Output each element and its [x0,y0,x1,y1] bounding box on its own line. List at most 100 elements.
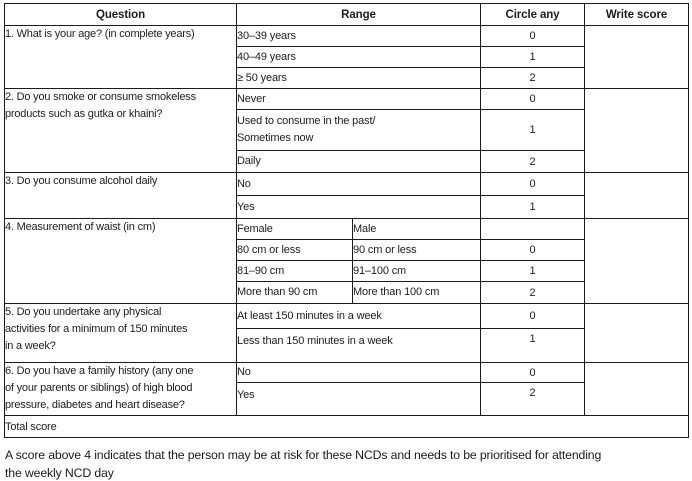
range-text: 81–90 cm [237,264,285,277]
range-text: No [237,366,251,378]
range-text: 40–49 years [237,50,296,63]
circle-any-value: 2 [480,150,585,173]
range-cell: Yes [236,382,481,416]
range-text: Yes [237,389,255,401]
range-cell: At least 150 minutes in a week [236,303,481,329]
circle-any-value: 1 [480,260,585,282]
table-row: Yes 2 [5,382,689,416]
range-cell-female: 80 cm or less [236,239,353,261]
circle-any-value: 0 [480,88,585,110]
write-score-cell [584,218,689,304]
range-cell-male: 91–100 cm [352,260,481,282]
range-cell-male: Male [352,218,481,240]
question-text: products such as gutka or khaini? [5,108,163,120]
table-row: 81–90 cm 91–100 cm 1 [5,260,689,282]
table-row: Less than 150 minutes in a week 1 [5,328,689,363]
table-row: 6. Do you have a family history (any one… [4,362,689,416]
write-score-cell [584,25,689,89]
range-text: 80 cm or less [237,243,301,256]
question-cell-alcohol: 3. Do you consume alcohol daily [4,172,237,219]
question-text: pressure, diabetes and heart disease? [5,399,185,411]
range-cell-female: 81–90 cm [236,260,353,282]
range-cell: 30–39 years [236,25,481,47]
circle-any-value: 1 [480,195,585,219]
question-text: 6. Do you have a family history (any one [5,365,194,377]
table-row: 2. Do you smoke or consume smokeless pro… [4,88,689,173]
circle-any-value: 0 [480,172,585,196]
circle-any-value: 0 [480,25,585,47]
table-header-row: Question Range Circle any Write score [4,3,689,26]
range-text: More than 90 cm [237,286,318,298]
range-cell: Less than 150 minutes in a week [236,328,481,363]
range-cell: No [236,172,481,196]
range-text: Less than 150 minutes in a week [237,335,393,347]
question-text: 3. Do you consume alcohol daily [5,175,158,187]
range-text: Female [237,222,273,235]
range-cell: Never [236,88,481,110]
circle-any-value: 1 [480,109,585,151]
header-circle-any: Circle any [480,3,585,26]
table-row: Yes 1 [5,195,689,219]
range-cell: ≥ 50 years [236,67,481,89]
write-score-cell [584,362,689,416]
question-cell-family-history: 6. Do you have a family history (any one… [4,362,237,416]
circle-any-value: 2 [480,67,585,89]
question-text: 4. Measurement of waist (in cm) [5,221,156,233]
range-cell-male: More than 100 cm [352,281,481,304]
circle-any-value: 0 [480,239,585,261]
range-text: Yes [237,200,255,213]
range-text: ≥ 50 years [237,71,287,84]
range-text: Sometimes now [237,132,314,144]
circle-any-value: 2 [480,281,585,304]
question-cell-waist: 4. Measurement of waist (in cm) [4,218,237,304]
table-row: 5. Do you undertake any physical activit… [4,303,689,363]
ncd-risk-assessment-table: Question Range Circle any Write score 1.… [4,3,689,438]
write-score-cell [584,88,689,173]
question-text: 5. Do you undertake any physical [5,306,162,318]
range-cell-female: Female [236,218,353,240]
range-cell: Daily [236,150,481,173]
table-row: More than 90 cm More than 100 cm 2 [5,281,689,304]
range-text: More than 100 cm [353,286,440,298]
range-cell: No [236,362,481,383]
question-text: activities for a minimum of 150 minutes [5,323,188,335]
header-write-score: Write score [584,3,689,26]
table-row: 1. What is your age? (in complete years)… [4,25,689,89]
range-text: 30–39 years [237,29,296,42]
total-score-label: Total score [4,415,689,438]
table-row: Daily 2 [5,150,689,173]
range-text: Used to consume in the past/ [237,115,376,127]
range-text: 90 cm or less [353,243,417,256]
footnote-line: the weekly NCD day [5,465,114,480]
question-cell-smoking: 2. Do you smoke or consume smokeless pro… [4,88,237,173]
header-question: Question [4,3,237,26]
range-cell: Used to consume in the past/ Sometimes n… [236,109,481,151]
write-score-cell [584,172,689,219]
range-text: Daily [237,155,261,167]
circle-any-value: 2 [480,382,585,416]
range-cell: 40–49 years [236,46,481,68]
circle-any-value: 1 [480,46,585,68]
write-score-cell [584,303,689,363]
range-text: Never [237,92,266,105]
footnote: A score above 4 indicates that the perso… [5,447,688,481]
circle-any-value [480,218,585,240]
question-text: in a week? [5,340,56,352]
range-text: At least 150 minutes in a week [237,309,382,322]
total-score-row: Total score [4,415,689,438]
range-text: No [237,177,251,190]
range-cell-female: More than 90 cm [236,281,353,304]
circle-any-value: 0 [480,303,585,329]
circle-any-value: 0 [480,362,585,383]
question-text: 1. What is your age? (in complete years) [5,28,195,40]
header-range: Range [236,3,481,26]
table-row: 3. Do you consume alcohol daily No 0 [4,172,689,219]
circle-any-value: 1 [480,328,585,363]
question-cell-age: 1. What is your age? (in complete years) [4,25,237,89]
range-text: Male [353,222,377,235]
range-cell-male: 90 cm or less [352,239,481,261]
range-text: 91–100 cm [353,264,407,277]
table-row: 4. Measurement of waist (in cm) Female M… [4,218,689,304]
question-text: of your parents or siblings) of high blo… [5,382,193,394]
